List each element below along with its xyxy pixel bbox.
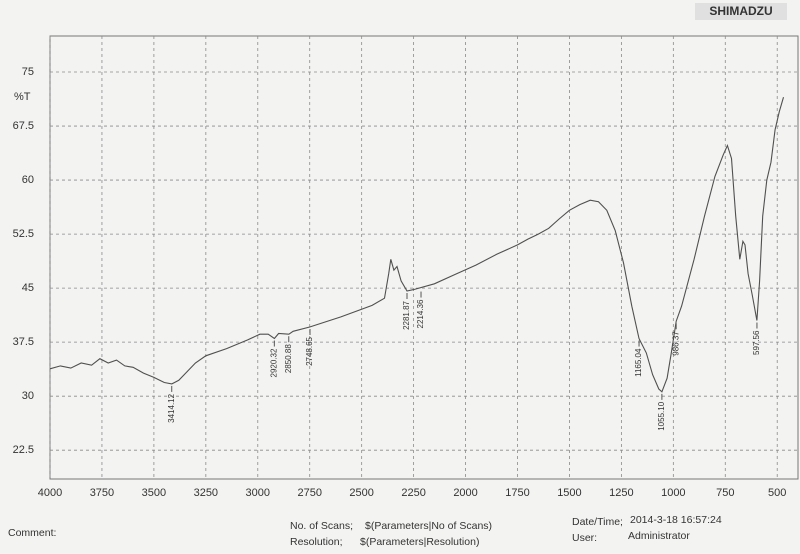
y-tick-label: 30 [22, 390, 34, 402]
y-tick-label: 37.5 [13, 336, 34, 348]
peak-label: 986.37 [671, 331, 680, 356]
spectrum-line [49, 97, 785, 393]
y-tick-label: 60 [22, 174, 34, 186]
peak-label: 3414.12 [167, 393, 176, 422]
scans-value: $(Parameters|No of Scans) [365, 520, 492, 532]
resolution-label: Resolution; [290, 536, 343, 548]
x-tick-label: 1250 [609, 487, 633, 499]
x-tick-label: 2250 [401, 487, 425, 499]
peak-label: 2214.36 [416, 299, 425, 328]
x-tick-label: 3750 [90, 487, 114, 499]
x-tick-label: 500 [768, 487, 786, 499]
user-value: Administrator [628, 530, 690, 542]
x-tick-label: 2750 [297, 487, 321, 499]
y-tick-label: 22.5 [13, 444, 34, 456]
x-tick-label: 2000 [453, 487, 477, 499]
x-tick-label: 3000 [246, 487, 270, 499]
date-value: 2014-3-18 16:57:24 [630, 514, 722, 526]
peak-label: 2281.87 [402, 300, 411, 329]
y-tick-label: 52.5 [13, 228, 34, 240]
date-label: Date/Time; [572, 516, 623, 528]
x-tick-label: 750 [716, 487, 734, 499]
brand: SHIMADZU [709, 4, 772, 18]
plot-frame [49, 35, 799, 480]
scans-label: No. of Scans; [290, 520, 353, 532]
x-tick-label: 3250 [194, 487, 218, 499]
peak-label: 2748.65 [305, 336, 314, 365]
peak-label: 1055.10 [657, 401, 666, 430]
user-label: User: [572, 532, 597, 544]
resolution-value: $(Parameters|Resolution) [360, 536, 479, 548]
x-tick-label: 4000 [38, 487, 62, 499]
peak-label: 1165.04 [634, 348, 643, 377]
peak-label: 2920.32 [269, 348, 278, 377]
comment-label: Comment: [8, 527, 56, 539]
peak-label: 597.56 [752, 330, 761, 355]
x-tick-label: 2500 [349, 487, 373, 499]
brand-box [695, 3, 787, 20]
x-tick-label: 1500 [557, 487, 581, 499]
y-axis-label: %T [14, 91, 31, 103]
peak-label: 2850.88 [284, 344, 293, 373]
x-tick-label: 1750 [505, 487, 529, 499]
x-tick-label: 1000 [661, 487, 685, 499]
y-tick-label: 75 [22, 66, 34, 78]
y-tick-label: 67.5 [13, 120, 34, 132]
y-tick-label: 45 [22, 282, 34, 294]
x-tick-label: 3500 [142, 487, 166, 499]
